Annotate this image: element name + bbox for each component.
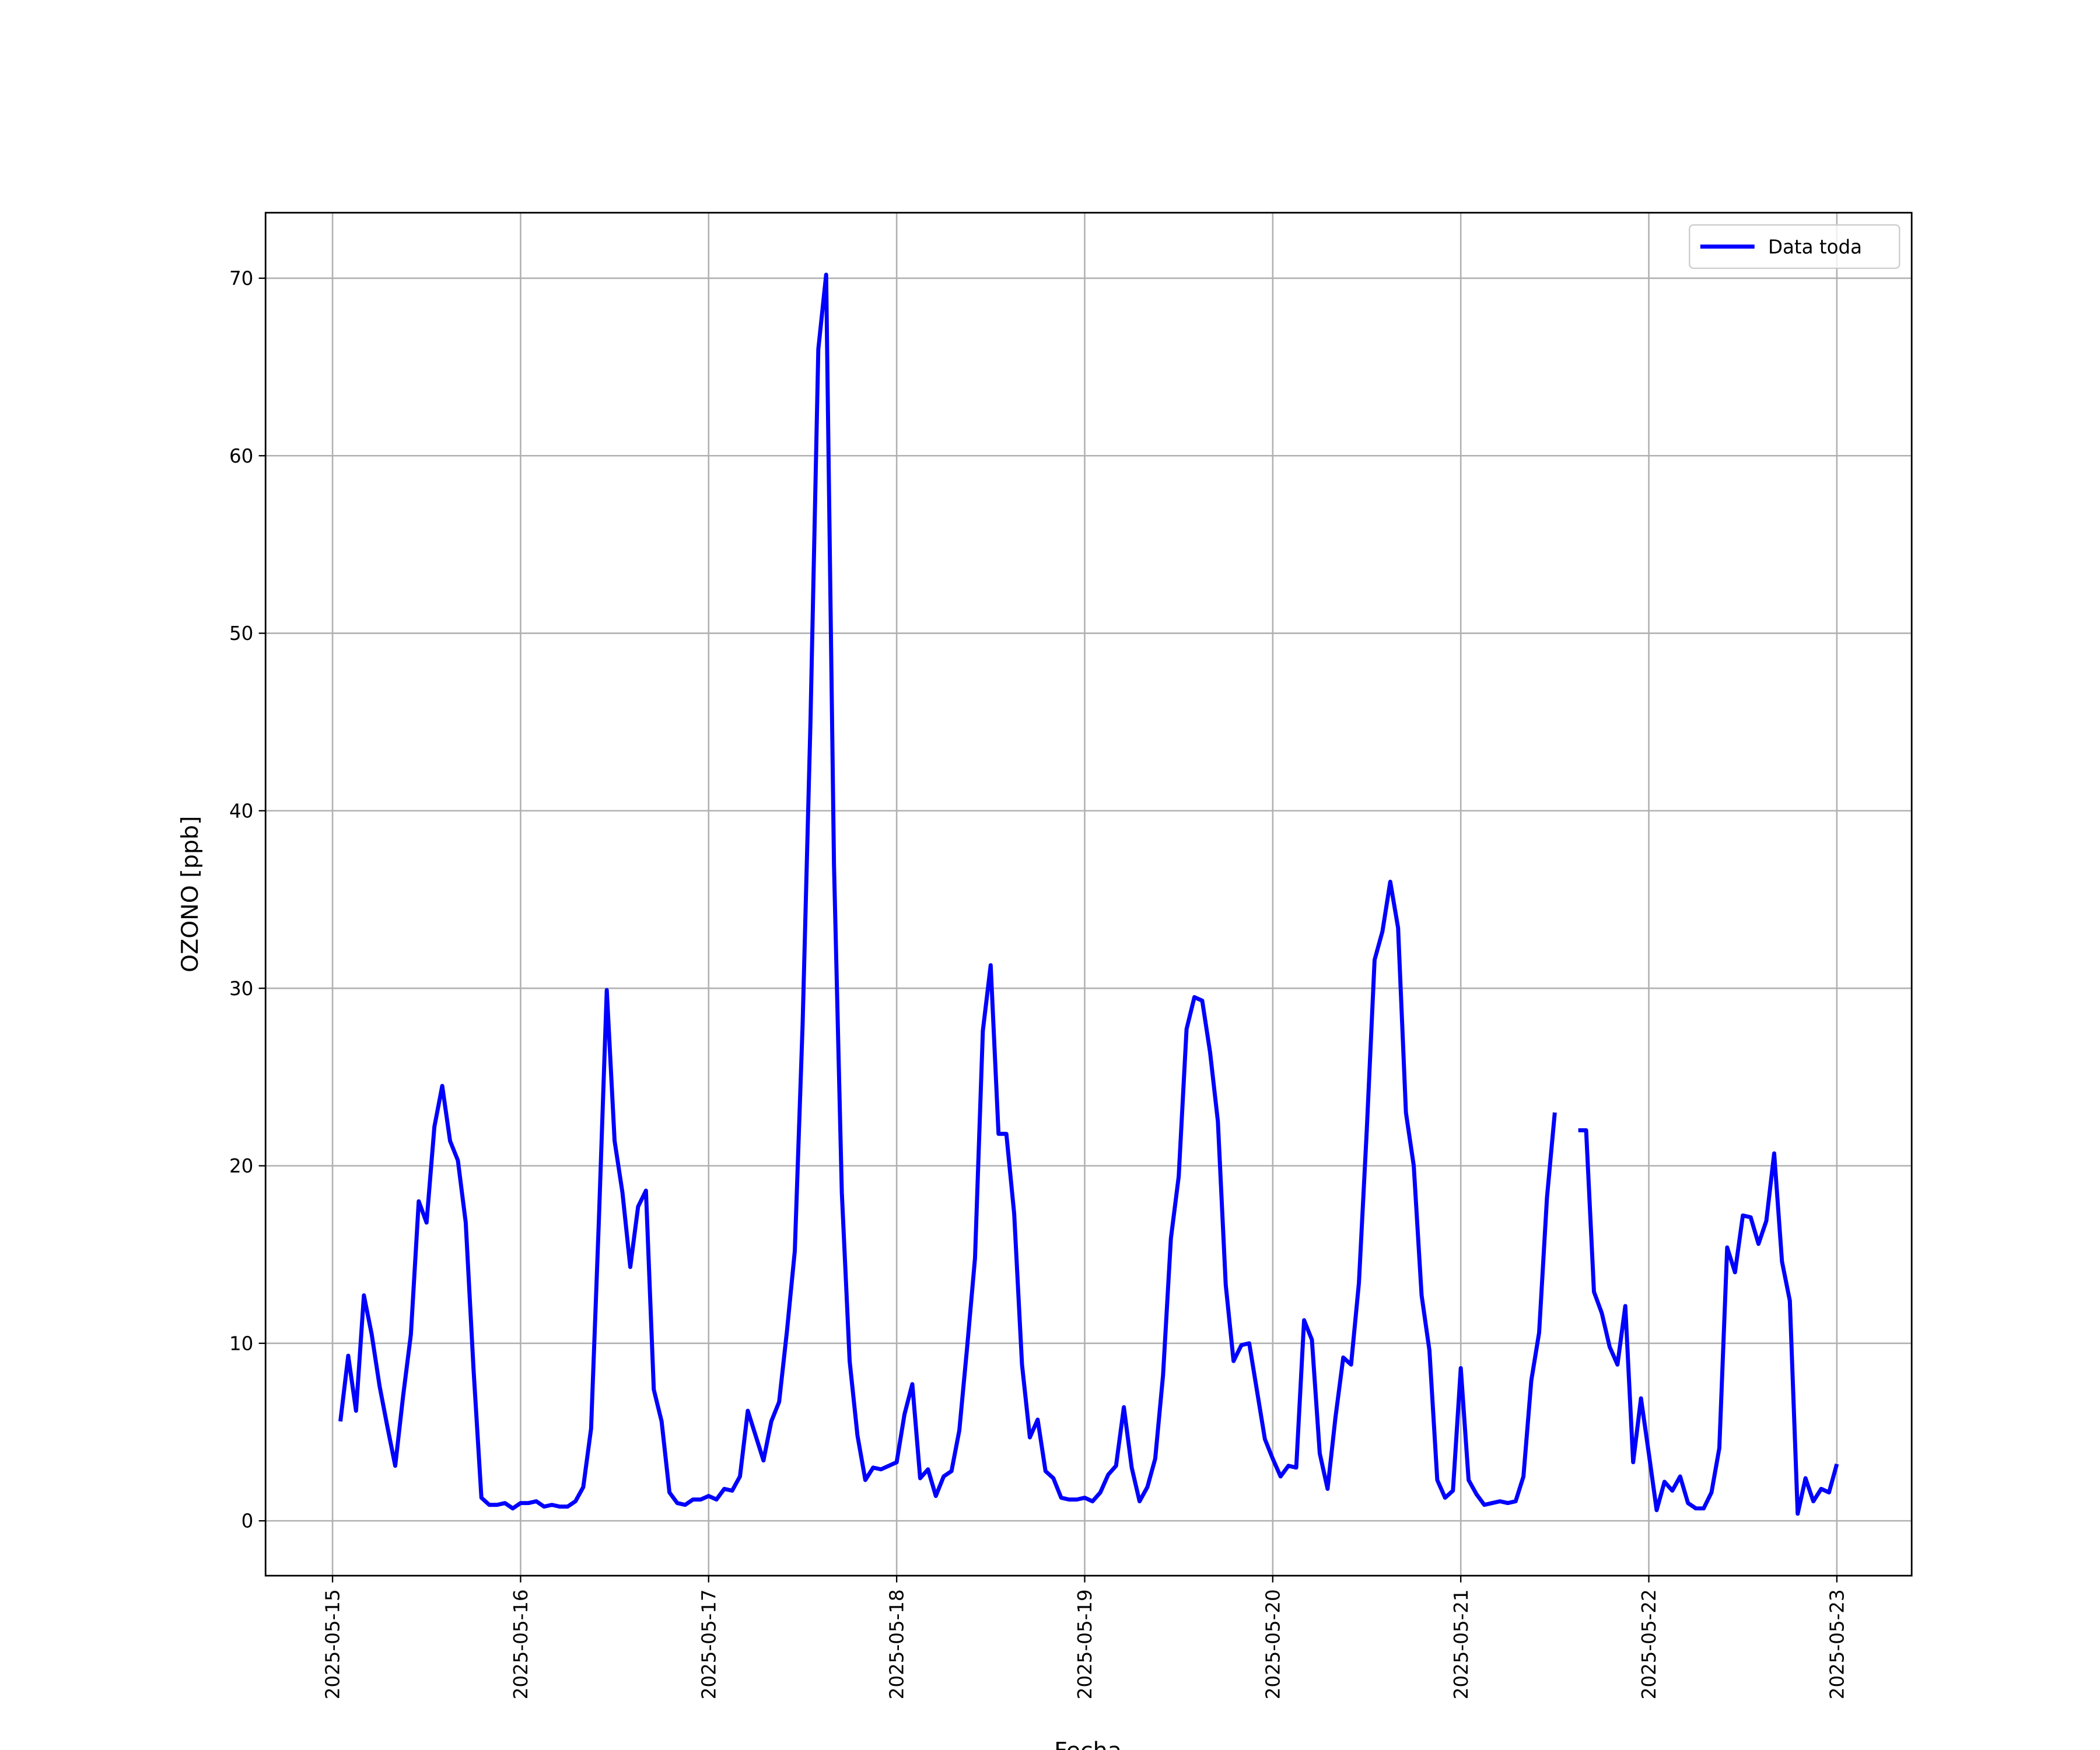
y-axis-label: OZONO [ppb] bbox=[177, 816, 204, 972]
y-tick-label: 30 bbox=[229, 978, 253, 1000]
legend-box bbox=[1689, 224, 1901, 270]
x-tick-label: 2025-05-16 bbox=[510, 1589, 532, 1699]
y-tick-label: 60 bbox=[229, 445, 253, 467]
x-tick-label: 2025-05-21 bbox=[1450, 1589, 1472, 1699]
y-tick-label: 50 bbox=[229, 622, 253, 645]
y-tick-label: 10 bbox=[229, 1332, 253, 1354]
y-tick-label: 40 bbox=[229, 800, 253, 822]
x-tick-label: 2025-05-15 bbox=[322, 1589, 344, 1699]
y-tick-label: 0 bbox=[242, 1510, 254, 1532]
plot-frame bbox=[264, 212, 1913, 1577]
x-tick-label: 2025-05-22 bbox=[1638, 1589, 1660, 1699]
legend-label: Data toda bbox=[1768, 236, 1862, 258]
x-tick-label: 2025-05-20 bbox=[1262, 1589, 1284, 1699]
x-tick-label: 2025-05-19 bbox=[1074, 1589, 1096, 1699]
x-tick-label: 2025-05-23 bbox=[1826, 1589, 1849, 1699]
data-line bbox=[338, 272, 1839, 1516]
x-tick-label: 2025-05-18 bbox=[886, 1589, 908, 1699]
y-tick-label: 20 bbox=[229, 1155, 253, 1177]
y-tick-label: 70 bbox=[229, 268, 253, 290]
x-tick-label: 2025-05-17 bbox=[698, 1589, 720, 1699]
x-axis-label: Fecha bbox=[1054, 1738, 1122, 1750]
